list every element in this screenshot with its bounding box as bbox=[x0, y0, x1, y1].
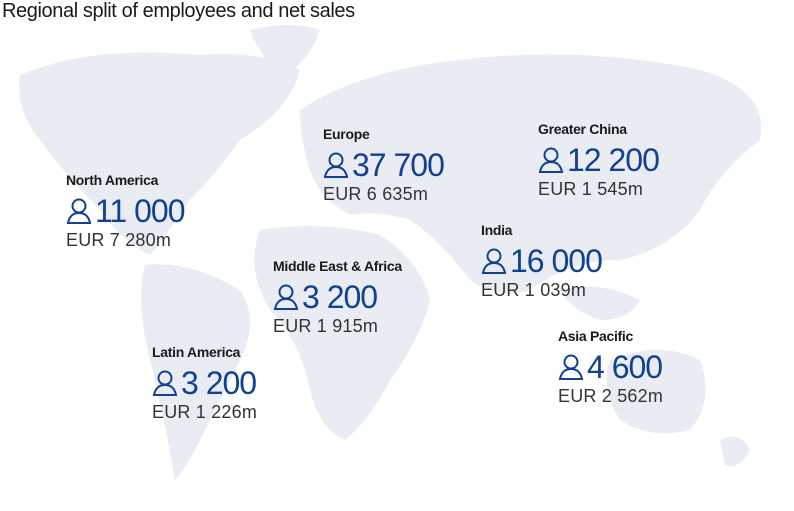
person-icon bbox=[273, 284, 299, 310]
employees: 12 200 bbox=[538, 141, 660, 179]
net-sales: EUR 2 562m bbox=[558, 386, 664, 406]
net-sales: EUR 1 226m bbox=[152, 402, 258, 422]
net-sales: EUR 7 280m bbox=[66, 230, 172, 250]
region-name: North America bbox=[66, 172, 159, 188]
region: India 16 000 EUR 1 039m bbox=[481, 222, 603, 304]
employees: 3 200 bbox=[273, 278, 402, 316]
net-sales: EUR 1 915m bbox=[273, 316, 379, 336]
region: North America 11 000 EUR 7 280m bbox=[66, 172, 185, 254]
employee-count: 3 200 bbox=[181, 364, 257, 401]
person-icon bbox=[558, 354, 584, 380]
employees: 4 600 bbox=[558, 348, 663, 386]
region-name: India bbox=[481, 222, 513, 238]
region-name: Asia Pacific bbox=[558, 328, 633, 344]
employee-count: 12 200 bbox=[567, 141, 660, 178]
person-icon bbox=[152, 370, 178, 396]
region-name: Latin America bbox=[152, 344, 241, 360]
employee-count: 11 000 bbox=[95, 192, 185, 229]
person-icon bbox=[66, 198, 92, 224]
region: Asia Pacific 4 600 EUR 2 562m bbox=[558, 328, 663, 410]
employee-count: 3 200 bbox=[302, 278, 378, 315]
region: Latin America 3 200 EUR 1 226m bbox=[152, 344, 257, 426]
region: Europe 37 700 EUR 6 635m bbox=[323, 126, 445, 208]
title: Regional split of employees and net sale… bbox=[2, 0, 355, 22]
region-name: Europe bbox=[323, 126, 370, 142]
region-name: Greater China bbox=[538, 121, 627, 137]
employee-count: 37 700 bbox=[352, 146, 445, 183]
employees: 37 700 bbox=[323, 146, 445, 184]
net-sales: EUR 1 545m bbox=[538, 179, 644, 199]
employee-count: 16 000 bbox=[510, 242, 603, 279]
employee-count: 4 600 bbox=[587, 348, 663, 385]
employees: 11 000 bbox=[66, 192, 185, 230]
region-name: Middle East & Africa bbox=[273, 258, 402, 274]
person-icon bbox=[323, 152, 349, 178]
net-sales: EUR 1 039m bbox=[481, 280, 587, 300]
region: Greater China 12 200 EUR 1 545m bbox=[538, 121, 660, 203]
person-icon bbox=[481, 248, 507, 274]
person-icon bbox=[538, 147, 564, 173]
employees: 3 200 bbox=[152, 364, 257, 402]
net-sales: EUR 6 635m bbox=[323, 184, 429, 204]
employees: 16 000 bbox=[481, 242, 603, 280]
region: Middle East & Africa 3 200 EUR 1 915m bbox=[273, 258, 402, 340]
